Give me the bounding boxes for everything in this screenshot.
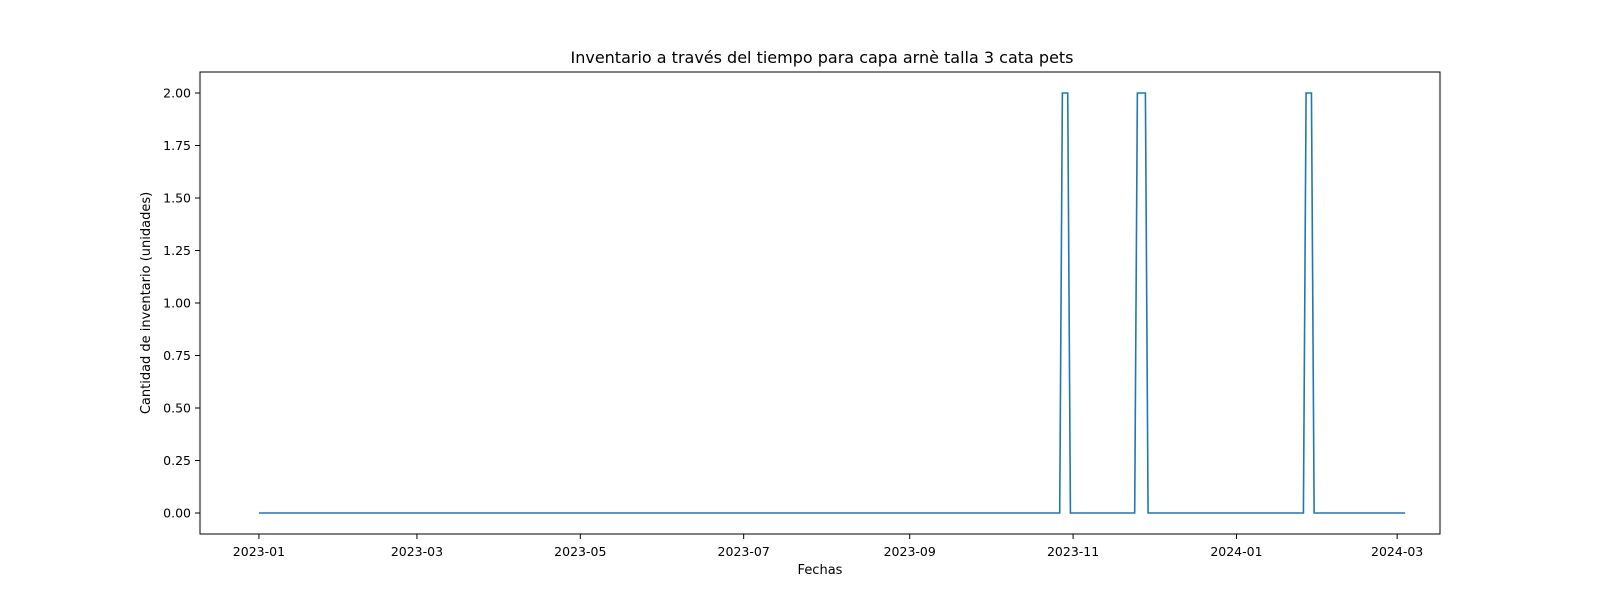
y-tick-label: 0.25: [163, 453, 191, 468]
y-tick-label: 0.50: [163, 401, 191, 416]
y-tick-label: 0.75: [163, 348, 191, 363]
y-tick-label: 1.75: [163, 138, 191, 153]
x-tick-label: 2023-07: [718, 544, 770, 559]
y-tick-label: 2.00: [163, 86, 191, 101]
x-tick-label: 2024-03: [1371, 544, 1423, 559]
x-tick-label: 2023-03: [391, 544, 443, 559]
plot-frame: [199, 71, 1441, 535]
x-axis-label: Fechas: [798, 563, 843, 578]
x-tick-label: 2023-05: [554, 544, 606, 559]
x-tick-label: 2023-01: [233, 544, 285, 559]
y-tick-label: 1.50: [163, 191, 191, 206]
x-tick-label: 2024-01: [1210, 544, 1262, 559]
y-tick-label: 0.00: [163, 506, 191, 521]
x-axis: 2023-01 2023-03 2023-05 2023-07 2023-09 2023-…: [233, 534, 1423, 559]
chart-title: Inventario a través del tiempo para capa…: [570, 48, 1073, 67]
series-line: [258, 92, 1406, 514]
y-tick-label: 1.00: [163, 296, 191, 311]
y-axis-label: Cantidad de inventario (unidades): [139, 192, 154, 414]
y-axis: 0.00 0.25 0.50 0.75 1.00 1.25 1.50 1.75 2.00: [163, 86, 200, 521]
x-tick-label: 2023-09: [884, 544, 936, 559]
x-tick-label: 2023-11: [1047, 544, 1099, 559]
series-layer: [258, 92, 1406, 514]
y-tick-label: 1.25: [163, 243, 191, 258]
